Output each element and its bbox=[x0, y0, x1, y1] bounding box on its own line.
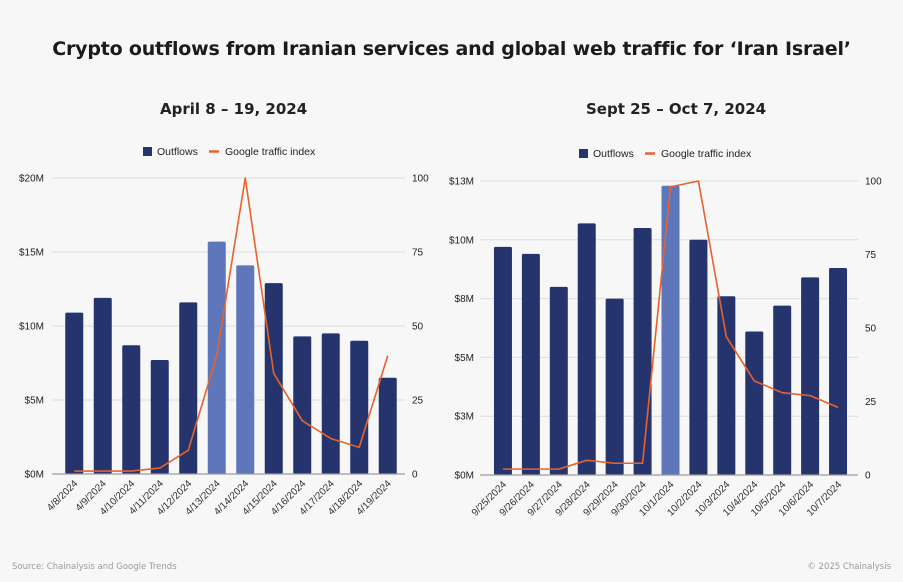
right-y-left-tick: $10M bbox=[449, 235, 474, 246]
left-y-right-tick: 0 bbox=[412, 470, 418, 481]
right-outflow-bar bbox=[689, 239, 708, 475]
right-outflow-bar bbox=[717, 296, 736, 475]
left-y-right-tick: 25 bbox=[412, 396, 424, 407]
left-chart-title: April 8 – 19, 2024 bbox=[160, 100, 308, 118]
right-outflow-bar bbox=[829, 268, 848, 475]
left-outflow-bar bbox=[293, 336, 312, 474]
left-outflow-bar bbox=[264, 283, 283, 474]
right-y-left-tick: $5M bbox=[455, 353, 474, 364]
right-y-left-tick: $3M bbox=[455, 412, 474, 423]
right-outflow-bar bbox=[605, 298, 624, 475]
right-outflow-bar bbox=[549, 286, 568, 475]
right-outflow-bar bbox=[493, 246, 512, 475]
left-outflow-bar bbox=[122, 345, 141, 474]
left-y-left-tick: $15M bbox=[19, 248, 44, 259]
copyright-note: © 2025 Chainalysis bbox=[807, 562, 891, 572]
right-legend-traffic-label: Google traffic index bbox=[661, 148, 752, 160]
left-outflow-bar bbox=[321, 333, 340, 474]
left-legend-outflows-label: Outflows bbox=[157, 146, 198, 158]
right-outflow-bar bbox=[577, 223, 596, 475]
left-outflow-bar bbox=[150, 360, 169, 474]
left-outflow-bar bbox=[236, 265, 255, 474]
left-outflow-bar bbox=[378, 377, 397, 474]
right-y-right-tick: 0 bbox=[865, 471, 871, 482]
left-y-left-tick: $5M bbox=[25, 396, 44, 407]
right-chart-title: Sept 25 – Oct 7, 2024 bbox=[586, 100, 767, 118]
left-y-right-tick: 100 bbox=[412, 174, 429, 185]
right-y-left-tick: $13M bbox=[449, 177, 474, 188]
left-legend-traffic-label: Google traffic index bbox=[225, 146, 316, 158]
left-outflow-bar bbox=[350, 340, 369, 474]
chart-main-title: Crypto outflows from Iranian services an… bbox=[52, 38, 851, 60]
right-y-right-tick: 75 bbox=[865, 250, 877, 261]
left-y-right-tick: 50 bbox=[412, 322, 424, 333]
left-outflow-bar bbox=[179, 302, 198, 474]
right-y-right-tick: 100 bbox=[865, 177, 882, 188]
right-outflow-bar bbox=[745, 331, 764, 475]
right-outflow-bar bbox=[521, 253, 540, 475]
left-y-right-tick: 75 bbox=[412, 248, 424, 259]
right-legend-outflows-swatch bbox=[579, 149, 588, 158]
left-y-left-tick: $0M bbox=[25, 470, 44, 481]
left-y-left-tick: $20M bbox=[19, 174, 44, 185]
right-outflow-bar bbox=[801, 277, 820, 475]
left-y-left-tick: $10M bbox=[19, 322, 44, 333]
right-y-left-tick: $0M bbox=[455, 471, 474, 482]
right-outflow-bar bbox=[633, 228, 652, 475]
right-y-left-tick: $8M bbox=[455, 294, 474, 305]
right-legend-outflows-label: Outflows bbox=[593, 148, 634, 160]
left-outflow-bar bbox=[93, 297, 112, 474]
right-outflow-bar bbox=[661, 185, 680, 476]
left-traffic-line bbox=[74, 177, 389, 472]
left-outflow-bar bbox=[65, 312, 84, 474]
right-outflow-bar bbox=[773, 305, 792, 475]
right-y-right-tick: 25 bbox=[865, 397, 877, 408]
source-note: Source: Chainalysis and Google Trends bbox=[12, 562, 177, 572]
right-y-right-tick: 50 bbox=[865, 324, 877, 335]
left-legend-outflows-swatch bbox=[143, 147, 152, 156]
